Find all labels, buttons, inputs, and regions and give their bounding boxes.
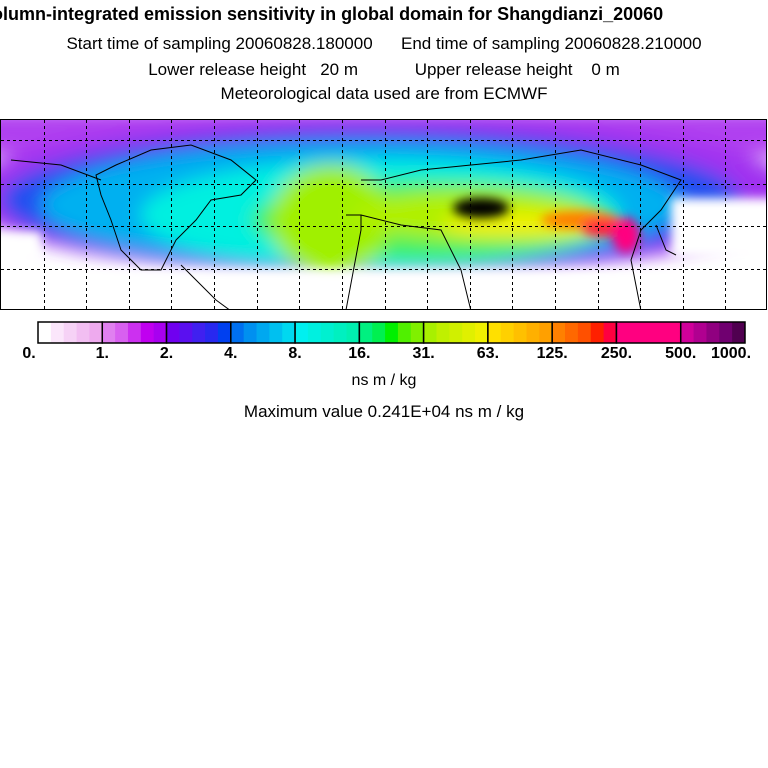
colorbar-swatch	[655, 322, 669, 343]
colorbar-swatch	[603, 322, 617, 343]
colorbar-swatch	[127, 322, 142, 343]
upper-release-height: Upper release height 0 m	[414, 60, 620, 79]
colorbar-swatch	[230, 322, 245, 343]
colorbar-swatch	[76, 322, 90, 343]
colorbar-swatch	[295, 322, 309, 343]
colorbar-segment	[679, 321, 746, 344]
colorbar-tick-label: 1000.	[710, 345, 752, 362]
maximum-value: Maximum value 0.241E+04 ns m / kg	[243, 402, 525, 421]
colorbar-swatch	[385, 322, 399, 343]
colorbar-swatch	[680, 322, 695, 343]
colorbar-swatch	[102, 322, 116, 343]
plume-core	[453, 198, 509, 218]
colorbar-swatch	[423, 322, 437, 343]
colorbar-swatch	[475, 322, 489, 343]
field-lime	[271, 165, 391, 275]
colorbar-swatch	[565, 322, 579, 343]
colorbar-swatch	[577, 322, 592, 343]
colorbar-swatch	[539, 322, 553, 343]
colorbar-swatch	[307, 322, 322, 343]
colorbar-swatch	[153, 322, 168, 343]
colorbar-tick-label: 250.	[600, 345, 633, 362]
colorbar-swatch	[89, 322, 103, 343]
colorbar-swatch	[243, 322, 258, 343]
colorbar-swatch	[256, 322, 270, 343]
colorbar-swatch	[333, 322, 348, 343]
colorbar-swatch	[346, 322, 360, 343]
colorbar-swatch	[269, 322, 283, 343]
colorbar-swatch	[192, 322, 206, 343]
colorbar-tick-label: 16.	[348, 345, 371, 362]
colorbar-tick-label: 8.	[288, 345, 302, 362]
field-southwest-white	[1, 232, 41, 262]
colorbar-tick-label: 500.	[665, 345, 697, 362]
colorbar-swatch	[320, 322, 335, 343]
colorbar-swatch	[719, 322, 733, 343]
graticule	[1, 120, 766, 309]
colorbar-swatch	[397, 322, 412, 343]
sampling-times: Start time of sampling 20060828.180000 E…	[0, 34, 768, 54]
colorbar-swatch	[590, 322, 605, 343]
colorbar-swatch	[63, 322, 78, 343]
colorbar-swatch	[500, 322, 515, 343]
colorbar-swatch	[449, 322, 463, 343]
colorbar-swatch	[50, 322, 65, 343]
colorbar-swatch	[38, 322, 52, 343]
colorbar-swatch	[282, 322, 296, 343]
colorbar-swatch	[526, 322, 540, 343]
field-east-white	[671, 198, 766, 258]
colorbar-swatch	[667, 322, 682, 343]
colorbar-swatch	[217, 322, 232, 343]
colorbar-tick-label: 31.	[412, 345, 435, 362]
colorbar-swatch	[616, 322, 630, 343]
colorbar-unit: ns m / kg	[351, 372, 417, 389]
met-data-source: Meteorological data used are from ECMWF	[220, 84, 548, 103]
lower-release-height: Lower release height 20 m	[148, 60, 359, 79]
colorbar-swatch	[642, 322, 656, 343]
colorbar-swatch	[115, 322, 129, 343]
start-time: Start time of sampling 20060828.180000	[66, 34, 373, 53]
colorbar-swatch	[436, 322, 450, 343]
colorbar-swatch	[359, 322, 373, 343]
colorbar-swatch	[205, 322, 219, 343]
colorbar-swatch	[693, 322, 707, 343]
field-south-white	[1, 270, 766, 309]
colorbar-tick-label: 2.	[159, 345, 174, 362]
colorbar-swatch	[706, 322, 720, 343]
colorbar-swatch	[372, 322, 386, 343]
colorbar-swatch	[166, 322, 180, 343]
sensitivity-map	[0, 119, 767, 310]
colorbar-swatch	[462, 322, 476, 343]
coastlines	[10, 144, 682, 309]
colorbar-tick-label: 0.	[22, 345, 36, 362]
colorbar-swatch	[140, 322, 155, 343]
colorbar-swatch	[179, 322, 193, 343]
colorbar-swatch	[487, 322, 502, 343]
colorbar-tick-label: 63.	[476, 345, 500, 362]
plot-title: olumn-integrated emission sensitivity in…	[0, 4, 664, 24]
colorbar-tick-label: 1.	[95, 345, 109, 362]
colorbar-swatch	[410, 322, 425, 343]
colorbar-swatch	[732, 322, 746, 343]
colorbar-tick-label: 4.	[224, 345, 238, 362]
end-time: End time of sampling 20060828.210000	[401, 34, 702, 53]
colorbar-swatch	[629, 322, 643, 343]
colorbar-swatch	[552, 322, 566, 343]
colorbar-tick-label: 125.	[536, 345, 568, 362]
colorbar-swatch	[513, 322, 527, 343]
release-heights: Lower release height 20 m Upper release …	[0, 60, 768, 80]
